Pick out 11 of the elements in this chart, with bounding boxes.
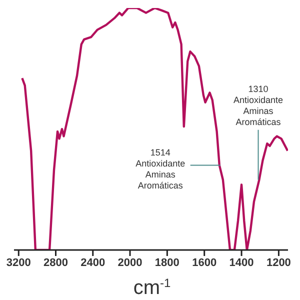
- x-tick-label: 1400: [229, 256, 254, 269]
- x-tick-label: 2400: [80, 256, 106, 269]
- x-tick-label: 2800: [44, 256, 68, 269]
- annotation: 1514 Antioxidante Aminas Aromáticas: [136, 147, 186, 190]
- x-axis-title: cm$^{-1}$: [133, 276, 171, 299]
- x-tick-label: 1800: [154, 256, 180, 269]
- x-tick-label: 2000: [118, 256, 142, 269]
- x-tick-label: 1200: [266, 256, 291, 269]
- x-tick-label: 1600: [192, 256, 217, 269]
- x-tick-label: 3200: [6, 256, 31, 269]
- annotation: 1310 Antioxidante Aminas Aromáticas: [233, 84, 284, 127]
